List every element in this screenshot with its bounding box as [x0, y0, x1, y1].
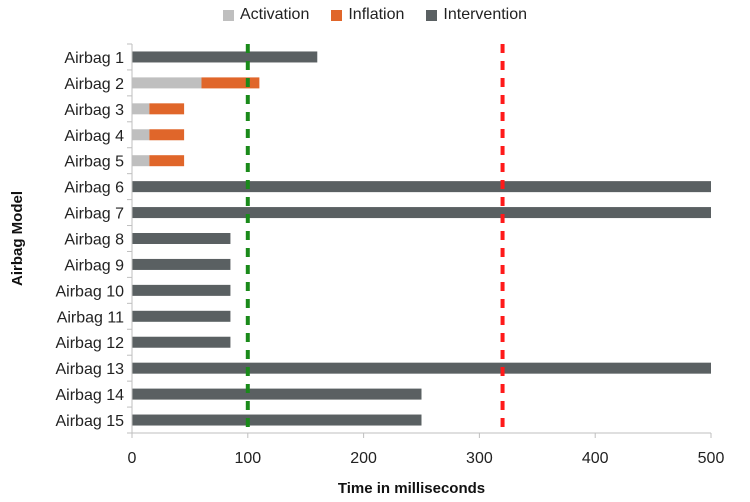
y-axis-title: Airbag Model — [9, 191, 26, 286]
bar-intervention — [132, 51, 318, 63]
bar-intervention — [132, 388, 422, 400]
legend-swatch — [222, 9, 234, 21]
y-tick-label: Airbag 9 — [64, 257, 124, 274]
bar-intervention — [132, 284, 231, 296]
bar-intervention — [132, 336, 231, 348]
legend: Activation Inflation Intervention — [0, 6, 750, 24]
legend-label: Activation — [239, 6, 310, 23]
x-tick-label: 400 — [582, 450, 609, 467]
y-tick-label: Airbag 10 — [56, 283, 125, 300]
y-tick-label: Airbag 5 — [64, 154, 124, 171]
bar-inflation — [201, 77, 260, 89]
y-tick-label: Airbag 7 — [64, 206, 124, 223]
bar-intervention — [132, 414, 422, 426]
y-tick-label: Airbag 15 — [56, 413, 125, 430]
bar-inflation — [149, 129, 185, 141]
y-tick-label: Airbag 6 — [64, 180, 124, 197]
bar-inflation — [149, 155, 185, 167]
legend-swatch — [331, 9, 343, 21]
y-tick-label: Airbag 2 — [64, 76, 124, 93]
x-tick-label: 500 — [698, 450, 725, 467]
x-tick-label: 200 — [350, 450, 377, 467]
legend-item-inflation: Inflation — [331, 6, 404, 24]
legend-item-intervention: Intervention — [426, 6, 527, 24]
x-tick-label: 300 — [466, 450, 493, 467]
x-tick-label: 0 — [128, 450, 137, 467]
bar-intervention — [132, 258, 231, 270]
bar-intervention — [132, 181, 711, 193]
legend-swatch — [426, 9, 438, 21]
bar-intervention — [132, 362, 711, 374]
legend-label: Inflation — [348, 6, 405, 23]
y-tick-label: Airbag 14 — [56, 387, 125, 404]
y-tick-label: Airbag 4 — [64, 128, 124, 145]
bar-intervention — [132, 207, 711, 219]
legend-label: Intervention — [443, 6, 528, 23]
y-tick-label: Airbag 13 — [56, 361, 125, 378]
x-tick-label: 100 — [234, 450, 261, 467]
bar-intervention — [132, 233, 231, 244]
bar-inflation — [149, 103, 185, 115]
x-axis-title: Time in milliseconds — [338, 480, 485, 497]
bar-activation — [132, 77, 202, 89]
y-tick-label: Airbag 3 — [64, 102, 124, 119]
bar-activation — [132, 155, 150, 167]
bar-intervention — [132, 310, 231, 322]
bar-activation — [132, 103, 150, 115]
legend-item-activation: Activation — [222, 6, 310, 24]
y-tick-label: Airbag 8 — [64, 232, 124, 249]
y-tick-label: Airbag 1 — [64, 50, 124, 67]
y-tick-label: Airbag 11 — [57, 309, 124, 326]
y-tick-label: Airbag 12 — [56, 335, 125, 352]
bar-activation — [132, 129, 150, 141]
